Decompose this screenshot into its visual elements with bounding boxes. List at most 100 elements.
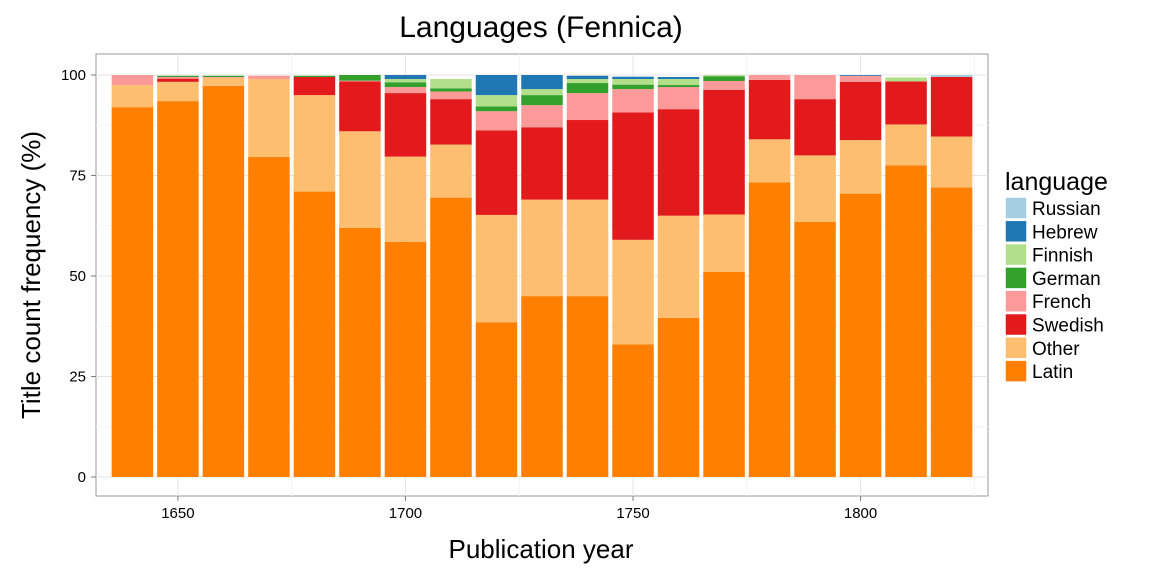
y-tick-label: 25 <box>69 369 86 386</box>
bar-segment-other-1820 <box>930 136 973 188</box>
bar-segment-german-1650 <box>157 75 199 78</box>
bar-segment-other-1650 <box>157 81 199 102</box>
y-tick-label: 50 <box>69 268 86 285</box>
bar-segment-german-1660 <box>202 75 245 78</box>
bar-segment-french-1800 <box>839 75 882 82</box>
legend-label-finnish: Finnish <box>1032 246 1093 267</box>
bar-segment-german-1760 <box>657 85 700 88</box>
y-tick-label: 0 <box>78 469 86 486</box>
bar-segment-finnish-1760 <box>657 79 700 86</box>
bar-segment-french-1670 <box>248 75 290 80</box>
bar-segment-other-1790 <box>794 155 836 222</box>
bar-segment-finnish-1700 <box>384 79 427 83</box>
bar-segment-other-1670 <box>248 79 290 158</box>
bar-segment-french-1760 <box>657 87 700 110</box>
bar-segment-french-1780 <box>748 75 791 80</box>
bar-segment-russian-1750 <box>612 76 654 78</box>
bar-segment-latin-1690 <box>339 227 381 477</box>
bar-segment-other-1640 <box>111 85 154 108</box>
legend-key-french <box>1004 289 1028 313</box>
bar-segment-other-1750 <box>612 239 654 345</box>
bar-segment-french-1650 <box>157 77 199 79</box>
bar-segment-latin-1700 <box>384 241 427 477</box>
bar-segment-hebrew-1730 <box>521 75 563 90</box>
bar-segment-other-1770 <box>703 214 745 272</box>
bar-segment-german-1690 <box>339 75 381 81</box>
bar-segment-swedish-1780 <box>748 79 791 140</box>
bar-segment-finnish-1750 <box>612 79 654 85</box>
bar-segment-swedish-1650 <box>157 78 199 82</box>
bar-segment-swedish-1710 <box>430 99 472 145</box>
bar-segment-swedish-1740 <box>566 120 609 200</box>
bar-segment-other-1730 <box>521 199 563 297</box>
bar-segment-other-1700 <box>384 156 427 242</box>
bar-segment-french-1730 <box>521 105 563 128</box>
legend-title: language <box>1005 168 1108 196</box>
bar-segment-latin-1660 <box>202 85 245 477</box>
bar-segment-hebrew-1800 <box>839 75 882 76</box>
bar-segment-hebrew-1740 <box>566 75 609 80</box>
bar-segment-swedish-1800 <box>839 81 882 141</box>
bar-segment-swedish-1690 <box>339 81 381 132</box>
bar-segment-hebrew-1700 <box>384 75 427 80</box>
bar-segment-french-1700 <box>384 87 427 94</box>
legend-label-french: French <box>1032 292 1091 313</box>
bar-segment-latin-1760 <box>657 317 700 477</box>
bar-segment-french-1660 <box>202 77 245 78</box>
bar-segment-swedish-1760 <box>657 109 700 216</box>
bar-segment-german-1770 <box>703 76 745 82</box>
bar-segment-latin-1720 <box>475 322 518 477</box>
bar-segment-latin-1780 <box>748 182 791 477</box>
bar-segment-finnish-1810 <box>885 77 927 82</box>
bar-segment-other-1690 <box>339 131 381 228</box>
x-tick-label: 1800 <box>844 505 877 522</box>
legend-key-hebrew <box>1004 219 1028 244</box>
bar-segment-swedish-1810 <box>885 81 927 125</box>
legend-label-other: Other <box>1032 339 1080 360</box>
bar-segment-german-1680 <box>293 75 336 78</box>
bar-segment-other-1800 <box>839 140 882 194</box>
bar-segment-french-1740 <box>566 93 609 121</box>
legend-key-other <box>1004 336 1028 360</box>
legend-label-german: German <box>1032 269 1101 290</box>
bar-segment-swedish-1790 <box>794 99 836 156</box>
bar-segment-french-1710 <box>430 91 472 100</box>
bar-segment-swedish-1750 <box>612 112 654 240</box>
bar-segment-french-1720 <box>475 111 518 131</box>
bar-segment-latin-1650 <box>157 101 199 477</box>
legend-label-russian: Russian <box>1032 199 1101 220</box>
legend-label-swedish: Swedish <box>1032 316 1104 337</box>
bar-segment-latin-1730 <box>521 296 563 477</box>
bar-segment-finnish-1710 <box>430 79 472 89</box>
bar-segment-swedish-1680 <box>293 77 336 96</box>
bar-segment-french-1750 <box>612 89 654 113</box>
bar-segment-latin-1750 <box>612 344 654 477</box>
bar-segment-german-1730 <box>521 95 563 106</box>
bar-segment-swedish-1730 <box>521 127 563 200</box>
bar-segment-other-1710 <box>430 144 472 198</box>
bar-segment-latin-1790 <box>794 221 836 477</box>
bar-segment-latin-1800 <box>839 193 882 477</box>
bar-segment-german-1740 <box>566 83 609 94</box>
x-axis-title: Publication year <box>449 534 634 564</box>
bar-segment-latin-1710 <box>430 197 472 478</box>
y-tick-label: 75 <box>69 168 86 185</box>
bar-segment-latin-1670 <box>248 157 290 477</box>
x-tick-label: 1750 <box>616 505 649 522</box>
x-axis: 1650 1700 1750 1800 <box>161 496 877 522</box>
bar-segment-swedish-1820 <box>930 77 973 137</box>
bar-segment-french-1690 <box>339 80 381 82</box>
bar-segment-french-1790 <box>794 75 836 100</box>
bar-segment-swedish-1720 <box>475 130 518 215</box>
bar-segment-finnish-1720 <box>475 95 518 107</box>
bar-segment-german-1720 <box>475 106 518 112</box>
chart-title: Languages (Fennica) <box>399 11 683 44</box>
bar-segment-french-1770 <box>703 81 745 90</box>
legend-label-latin: Latin <box>1032 362 1073 383</box>
x-tick-label: 1700 <box>389 505 422 522</box>
bar-segment-latin-1680 <box>293 191 336 477</box>
bar-segment-latin-1770 <box>703 271 745 477</box>
y-axis: 0 25 50 75 100 <box>61 67 96 486</box>
bar-segment-other-1760 <box>657 215 700 318</box>
